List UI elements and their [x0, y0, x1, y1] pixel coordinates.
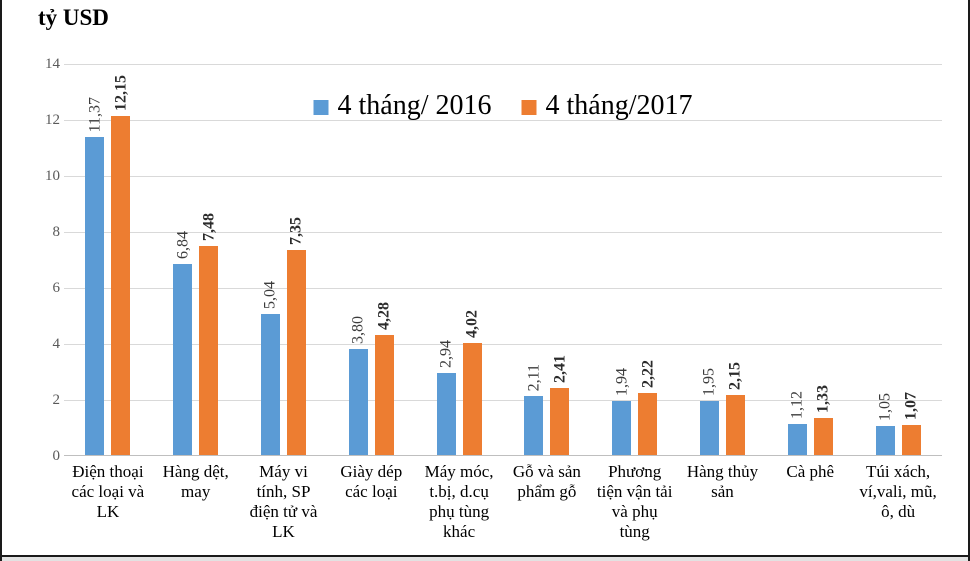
legend: 4 tháng/ 2016 4 tháng/2017 [313, 90, 693, 122]
category-group: 2,11 2,41 [503, 64, 591, 455]
bar-2017: 2,22 [638, 360, 658, 455]
bar-value-label: 1,12 [788, 390, 806, 419]
x-axis-category-label: Điện thoại các loại và LK [71, 462, 145, 521]
gridline-6 [64, 288, 942, 289]
y-tick-label-4: 4 [52, 336, 61, 352]
legend-item-2017: 4 tháng/2017 [521, 90, 693, 122]
window-bottom-edge [2, 555, 968, 561]
x-axis-category-label: Cà phê [786, 462, 835, 481]
y-tick-label-14: 14 [45, 56, 60, 72]
legend-item-2016: 4 tháng/ 2016 [313, 90, 492, 122]
chart-title: tỷ USD [38, 5, 109, 30]
plot-area: 4 tháng/ 2016 4 tháng/2017 11,37 12,15 6,8… [64, 64, 942, 456]
category-group: 6,84 7,48 [152, 64, 240, 455]
legend-swatch-2016-icon [313, 100, 329, 115]
bar-value-label: 12,15 [112, 74, 130, 111]
gridline-2 [64, 400, 942, 401]
x-axis-category-label: Phương tiện vận tải và phụ tùng [596, 462, 673, 541]
category-group: 1,12 1,33 [766, 64, 854, 455]
bar-2016: 2,11 [524, 364, 544, 455]
category-group: 11,37 12,15 [64, 64, 152, 455]
gridline-14 [64, 64, 942, 65]
bar-2017: 7,48 [199, 213, 219, 455]
category-group: 1,94 2,22 [591, 64, 679, 455]
bar-2016: 1,12 [787, 391, 807, 455]
bar-value-label: 2,22 [639, 360, 657, 388]
bar-value-label: 2,94 [437, 339, 455, 368]
bar-value-label: 1,95 [700, 367, 718, 396]
bar-value-label: 2,11 [525, 363, 543, 392]
x-axis-category-label: Gỗ và sản phẩm gỗ [512, 462, 581, 501]
x-axis-category-label: Giày dép các loại [340, 462, 403, 501]
bar-value-label: 3,80 [349, 315, 367, 344]
bar-2016: 1,94 [612, 368, 632, 455]
category-group: 2,94 4,02 [415, 64, 503, 455]
bar-value-label: 7,48 [200, 213, 218, 242]
bar-value-label: 1,94 [613, 367, 631, 396]
y-tick-label-0: 0 [52, 448, 61, 464]
y-tick-label-10: 10 [45, 168, 60, 184]
bar-value-label: 1,33 [814, 384, 832, 413]
bar-2016: 5,04 [260, 281, 280, 455]
bar-2017: 4,02 [462, 310, 482, 455]
bar-2016: 2,94 [436, 340, 456, 455]
gridline-8 [64, 232, 942, 233]
bar-value-label: 5,04 [261, 281, 279, 310]
bar-value-label: 2,15 [726, 361, 744, 390]
bar-value-label: 2,41 [551, 354, 569, 383]
bar-2017: 4,28 [374, 302, 394, 455]
legend-label-2016: 4 tháng/ 2016 [337, 90, 492, 121]
bar-value-label: 7,35 [287, 216, 305, 245]
bar-2017: 2,41 [550, 355, 570, 455]
gridline-10 [64, 176, 942, 177]
y-tick-label-12: 12 [45, 112, 60, 128]
bar-value-label: 1,07 [902, 392, 920, 421]
x-axis-category-label: Máy móc, t.bị, d.cụ phụ tùng khác [424, 462, 494, 541]
bar-value-label: 4,02 [463, 309, 481, 338]
x-axis-category-label: Máy vi tính, SP điện tử và LK [249, 462, 318, 541]
x-axis-labels: Điện thoại các loại và LK Hàng dệt, may Má… [64, 462, 942, 542]
bar-2016: 3,80 [348, 316, 368, 455]
bar-2016: 11,37 [85, 97, 105, 455]
category-group: 3,80 4,28 [327, 64, 415, 455]
bar-2016: 1,05 [875, 393, 895, 455]
bar-value-label: 11,37 [86, 97, 104, 133]
x-axis-category-label: Hàng thủy sản [686, 462, 759, 501]
bar-2016: 1,95 [699, 368, 719, 455]
legend-label-2017: 4 tháng/2017 [545, 90, 693, 121]
y-tick-label-8: 8 [52, 224, 61, 240]
x-axis-category-label: Hàng dệt, may [162, 462, 229, 501]
bar-2016: 6,84 [173, 231, 193, 455]
category-group: 1,95 2,15 [679, 64, 767, 455]
y-tick-label-2: 2 [52, 392, 61, 408]
bar-2017: 1,33 [813, 385, 833, 455]
x-axis-category-label: Túi xách, ví,vali, mũ, ô, dù [859, 462, 937, 521]
bar-value-label: 6,84 [174, 230, 192, 259]
bar-value-label: 4,28 [375, 302, 393, 331]
bar-value-label: 1,05 [876, 392, 894, 421]
bar-2017: 12,15 [111, 75, 131, 455]
y-tick-label-6: 6 [52, 280, 61, 296]
bar-2017: 7,35 [286, 217, 306, 455]
category-group: 1,05 1,07 [854, 64, 942, 455]
gridline-12 [64, 120, 942, 121]
bar-2017: 2,15 [725, 362, 745, 455]
legend-swatch-2017-icon [521, 100, 537, 115]
bar-series-container: 11,37 12,15 6,84 7,48 5,04 7,35 3,80 4,28 2,94 4,… [64, 64, 942, 455]
bar-2017: 1,07 [901, 392, 921, 455]
gridline-4 [64, 344, 942, 345]
category-group: 5,04 7,35 [240, 64, 328, 455]
